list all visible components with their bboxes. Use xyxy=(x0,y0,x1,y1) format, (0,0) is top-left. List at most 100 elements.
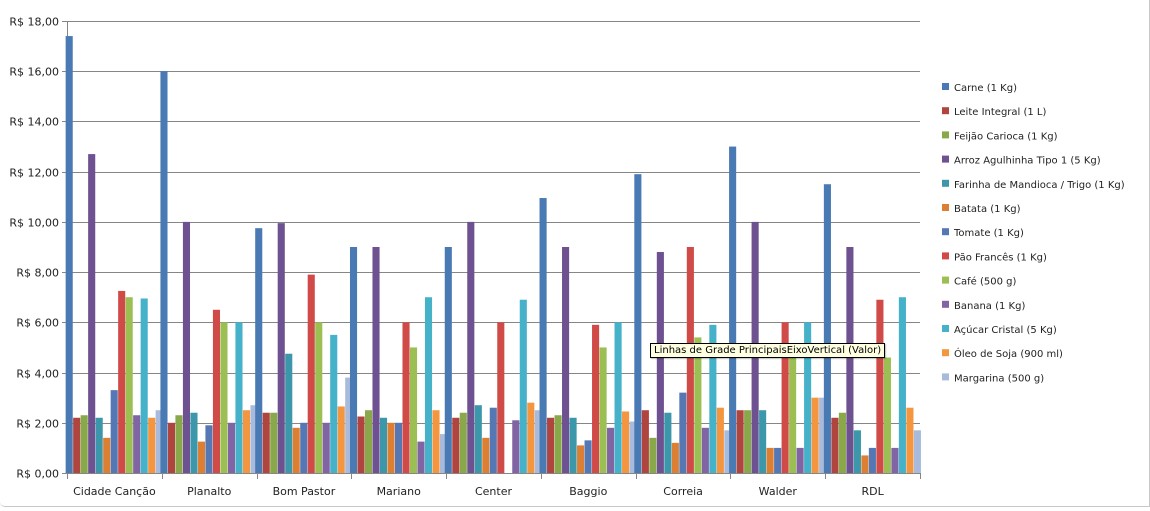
y-tick-label: R$ 2,00 xyxy=(16,418,59,431)
bar xyxy=(569,417,577,473)
legend-swatch xyxy=(942,204,949,211)
bar xyxy=(876,299,884,473)
bar xyxy=(227,422,236,473)
bar xyxy=(167,422,176,473)
bar xyxy=(255,228,263,473)
y-tick-label: R$ 14,00 xyxy=(9,116,59,129)
bar xyxy=(467,221,475,473)
bar xyxy=(459,412,467,473)
bar xyxy=(592,324,600,473)
bar xyxy=(330,334,338,473)
bar xyxy=(584,440,592,473)
bar xyxy=(831,417,839,473)
bar xyxy=(846,247,854,473)
bar xyxy=(607,427,615,473)
bar xyxy=(489,407,497,473)
bar xyxy=(547,417,555,473)
bar xyxy=(285,353,293,473)
bar xyxy=(337,406,345,473)
x-tick-label: Bom Pastor xyxy=(273,485,336,498)
bar xyxy=(235,322,243,473)
bar xyxy=(432,410,440,473)
gridline-tooltip: Linhas de Grade PrincipaisEixoVertical (… xyxy=(650,343,886,358)
bar xyxy=(686,247,694,473)
bar xyxy=(262,412,270,473)
bar xyxy=(444,247,452,473)
bar xyxy=(759,410,767,473)
bar xyxy=(140,298,148,473)
bar xyxy=(482,437,490,473)
legend-swatch xyxy=(942,252,949,260)
bar xyxy=(804,322,812,473)
y-tick-label: R$ 18,00 xyxy=(9,16,59,29)
bar xyxy=(242,410,251,473)
bar xyxy=(577,445,585,473)
bar xyxy=(160,71,168,473)
bar xyxy=(205,425,213,473)
bar xyxy=(387,422,395,473)
legend-label: Carne (1 Kg) xyxy=(954,83,1017,94)
legend-label: Batata (1 Kg) xyxy=(954,204,1021,215)
legend-label: Óleo de Soja (900 ml) xyxy=(954,347,1063,360)
legend-swatch xyxy=(942,131,949,139)
bar xyxy=(417,441,425,473)
bar xyxy=(155,410,163,473)
bar xyxy=(701,427,709,473)
bar xyxy=(729,146,737,473)
bar xyxy=(527,402,535,473)
bar xyxy=(220,322,228,473)
bar xyxy=(148,417,156,473)
bar xyxy=(277,223,285,473)
bar xyxy=(307,274,315,473)
x-tick-label: RDL xyxy=(861,485,884,498)
bar xyxy=(671,442,679,473)
bar xyxy=(562,247,570,473)
bar xyxy=(891,447,899,473)
legend-label: Açúcar Cristal (5 Kg) xyxy=(954,324,1057,336)
bar xyxy=(634,174,642,473)
bar xyxy=(641,410,649,473)
y-tick-label: R$ 12,00 xyxy=(9,167,59,180)
bar xyxy=(103,437,111,473)
chart-frame-right xyxy=(1141,0,1150,507)
bar xyxy=(439,434,448,473)
x-tick-label: Mariano xyxy=(377,485,422,498)
bar xyxy=(88,154,96,473)
bar xyxy=(73,417,81,473)
bar xyxy=(898,297,906,473)
bar xyxy=(766,447,774,473)
bar xyxy=(679,392,687,473)
bar xyxy=(409,347,418,473)
bar xyxy=(197,441,206,473)
bar xyxy=(125,297,133,473)
bar xyxy=(80,415,88,473)
bar xyxy=(349,247,358,473)
bar xyxy=(664,412,672,473)
bar xyxy=(599,347,607,473)
bar xyxy=(853,430,861,473)
bar xyxy=(629,421,637,473)
bar xyxy=(512,420,520,473)
bar xyxy=(789,357,797,473)
legend-label: Arroz Agulhinha Tipo 1 (5 Kg) xyxy=(954,156,1101,167)
legend-swatch xyxy=(942,300,949,308)
bar xyxy=(65,36,73,473)
bar xyxy=(452,417,460,473)
legend-label: Café (500 g) xyxy=(954,276,1016,288)
bar xyxy=(709,324,717,473)
legend-label: Pão Francês (1 Kg) xyxy=(954,251,1047,263)
legend-swatch xyxy=(942,373,949,381)
bar xyxy=(622,411,630,473)
y-tick-label: R$ 16,00 xyxy=(9,66,59,79)
bar xyxy=(212,309,221,473)
bar xyxy=(539,198,547,473)
bar xyxy=(379,417,388,473)
bar xyxy=(694,337,702,473)
x-tick-label: Planalto xyxy=(187,485,232,498)
legend-swatch xyxy=(942,325,949,332)
bar xyxy=(554,415,562,473)
legend-swatch xyxy=(942,228,949,236)
bar xyxy=(322,422,330,473)
bar xyxy=(868,447,876,473)
bar xyxy=(716,407,724,473)
